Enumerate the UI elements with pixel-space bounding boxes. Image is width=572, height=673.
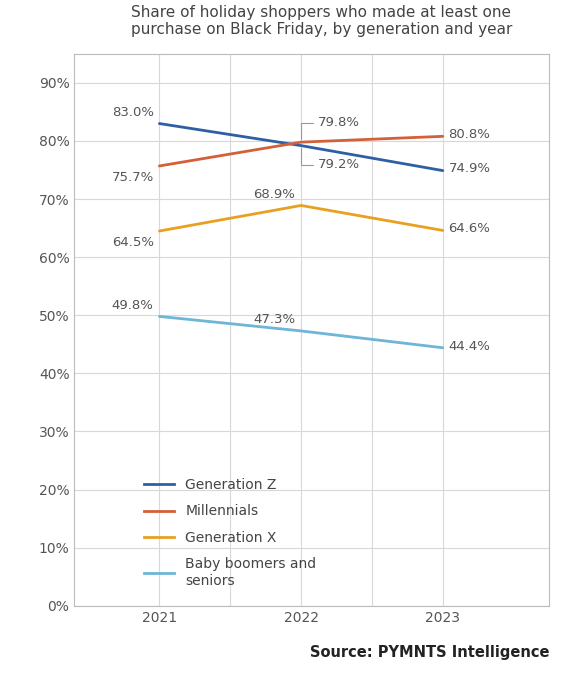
Text: 64.5%: 64.5%: [112, 236, 154, 248]
Text: 49.8%: 49.8%: [112, 299, 154, 312]
Text: 80.8%: 80.8%: [448, 128, 490, 141]
Text: 83.0%: 83.0%: [112, 106, 154, 119]
Text: 64.6%: 64.6%: [448, 222, 490, 235]
Legend: Generation Z, Millennials, Generation X, Baby boomers and
seniors: Generation Z, Millennials, Generation X,…: [138, 472, 322, 593]
Text: 75.7%: 75.7%: [112, 170, 154, 184]
Text: Source: PYMNTS Intelligence: Source: PYMNTS Intelligence: [309, 645, 549, 660]
Text: 44.4%: 44.4%: [448, 340, 490, 353]
Text: 79.8%: 79.8%: [301, 116, 360, 139]
Text: 47.3%: 47.3%: [253, 314, 296, 326]
Text: 74.9%: 74.9%: [448, 162, 491, 176]
Text: 68.9%: 68.9%: [253, 188, 296, 201]
Text: 79.2%: 79.2%: [301, 149, 360, 172]
Text: Share of holiday shoppers who made at least one
purchase on Black Friday, by gen: Share of holiday shoppers who made at le…: [132, 5, 513, 38]
